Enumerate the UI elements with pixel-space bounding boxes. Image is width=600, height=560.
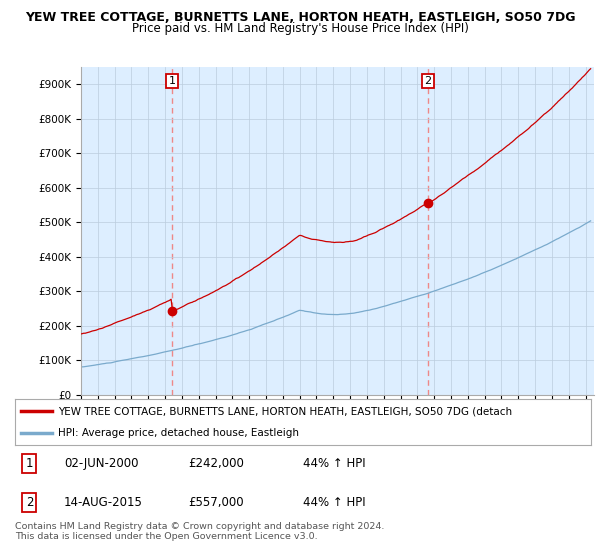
Text: 02-JUN-2000: 02-JUN-2000 (64, 457, 139, 470)
Text: Price paid vs. HM Land Registry's House Price Index (HPI): Price paid vs. HM Land Registry's House … (131, 22, 469, 35)
Text: 14-AUG-2015: 14-AUG-2015 (64, 496, 143, 509)
Text: 44% ↑ HPI: 44% ↑ HPI (303, 496, 365, 509)
Text: £557,000: £557,000 (188, 496, 244, 509)
Text: 1: 1 (169, 76, 176, 86)
Text: 44% ↑ HPI: 44% ↑ HPI (303, 457, 365, 470)
Text: £242,000: £242,000 (188, 457, 244, 470)
Text: 1: 1 (26, 457, 33, 470)
Text: Contains HM Land Registry data © Crown copyright and database right 2024.
This d: Contains HM Land Registry data © Crown c… (15, 522, 385, 542)
Text: HPI: Average price, detached house, Eastleigh: HPI: Average price, detached house, East… (58, 428, 299, 438)
Text: YEW TREE COTTAGE, BURNETTS LANE, HORTON HEATH, EASTLEIGH, SO50 7DG: YEW TREE COTTAGE, BURNETTS LANE, HORTON … (25, 11, 575, 24)
Text: YEW TREE COTTAGE, BURNETTS LANE, HORTON HEATH, EASTLEIGH, SO50 7DG (detach: YEW TREE COTTAGE, BURNETTS LANE, HORTON … (58, 406, 512, 416)
Text: 2: 2 (26, 496, 33, 509)
Text: 2: 2 (424, 76, 431, 86)
